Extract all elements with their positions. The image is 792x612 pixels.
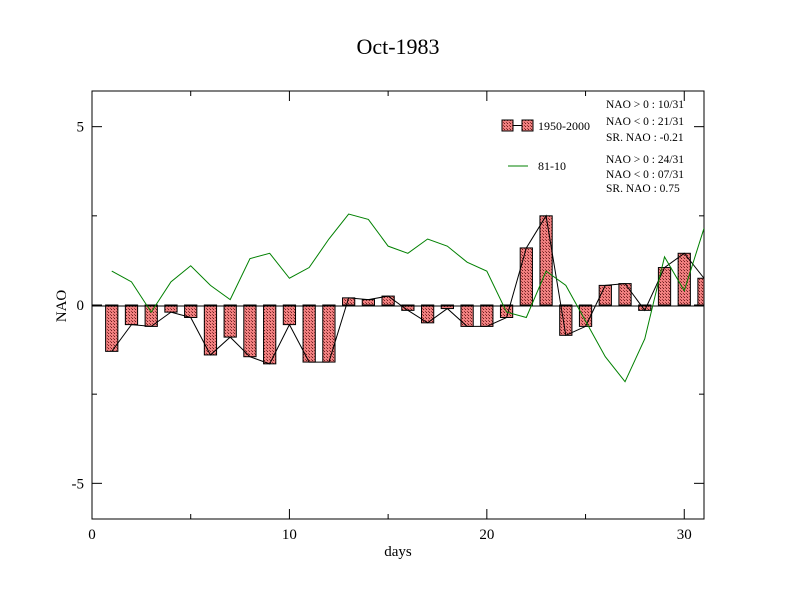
- bar-day-10: [282, 304, 297, 326]
- stats-81-10-sr: SR. NAO : 0.75: [606, 183, 680, 195]
- chart-title: Oct-1983: [356, 34, 439, 59]
- x-tick-label-0: 0: [88, 527, 96, 543]
- stats-block-81-10: NAO > 0 : 24/31 NAO < 0 : 07/31 SR. NAO …: [606, 154, 684, 195]
- bar-day-27: [618, 283, 632, 306]
- line-1950-2000: [111, 214, 704, 365]
- legend-swatch-1950-2000-left: [501, 119, 514, 132]
- y-axis-label: NAO: [54, 290, 70, 323]
- bar-day-20: [480, 304, 494, 327]
- stats-1950-2000-positive: NAO > 0 : 10/31: [606, 99, 684, 111]
- bar-day-15: [381, 295, 395, 306]
- stats-block-1950-2000: NAO > 0 : 10/31 NAO < 0 : 21/31 SR. NAO …: [606, 99, 684, 144]
- bar-day-14: [361, 299, 376, 306]
- bar-day-25: [578, 304, 593, 327]
- bar-day-23: [539, 215, 553, 306]
- stats-1950-2000-sr: SR. NAO : -0.21: [606, 132, 684, 144]
- stats-81-10-negative: NAO < 0 : 07/31: [606, 169, 684, 181]
- stats-81-10-positive: NAO > 0 : 24/31: [606, 154, 684, 166]
- legend-label-1950-2000: 1950-2000: [538, 119, 590, 133]
- bar-day-1: [105, 304, 119, 352]
- legend-label-81-10: 81-10: [538, 159, 566, 173]
- axes-layer: 0 10 20 30 -5 0 5: [72, 91, 704, 543]
- bars-layer: [105, 215, 704, 365]
- bar-day-7: [223, 304, 237, 338]
- bar-day-5: [184, 304, 198, 318]
- x-tick-label-10: 10: [282, 527, 297, 543]
- y-tick-label-5: 5: [77, 120, 85, 136]
- lines-layer: [111, 213, 704, 383]
- legend: 1950-2000 81-10: [501, 119, 590, 173]
- x-tick-label-20: 20: [479, 527, 494, 543]
- x-tick-label-30: 30: [677, 527, 692, 543]
- legend-swatch-1950-2000-right: [521, 119, 534, 132]
- stats-1950-2000-negative: NAO < 0 : 21/31: [606, 116, 684, 128]
- bar-day-31: [697, 277, 704, 306]
- line-81-10: [111, 213, 704, 383]
- x-axis-label: days: [384, 544, 412, 560]
- y-tick-label--5: -5: [72, 476, 85, 492]
- bar-day-12: [322, 304, 336, 363]
- bar-day-22: [519, 247, 533, 306]
- bar-day-2: [124, 304, 139, 326]
- bar-day-30: [677, 252, 691, 306]
- bar-day-8: [243, 304, 257, 358]
- y-tick-label-0: 0: [77, 298, 85, 314]
